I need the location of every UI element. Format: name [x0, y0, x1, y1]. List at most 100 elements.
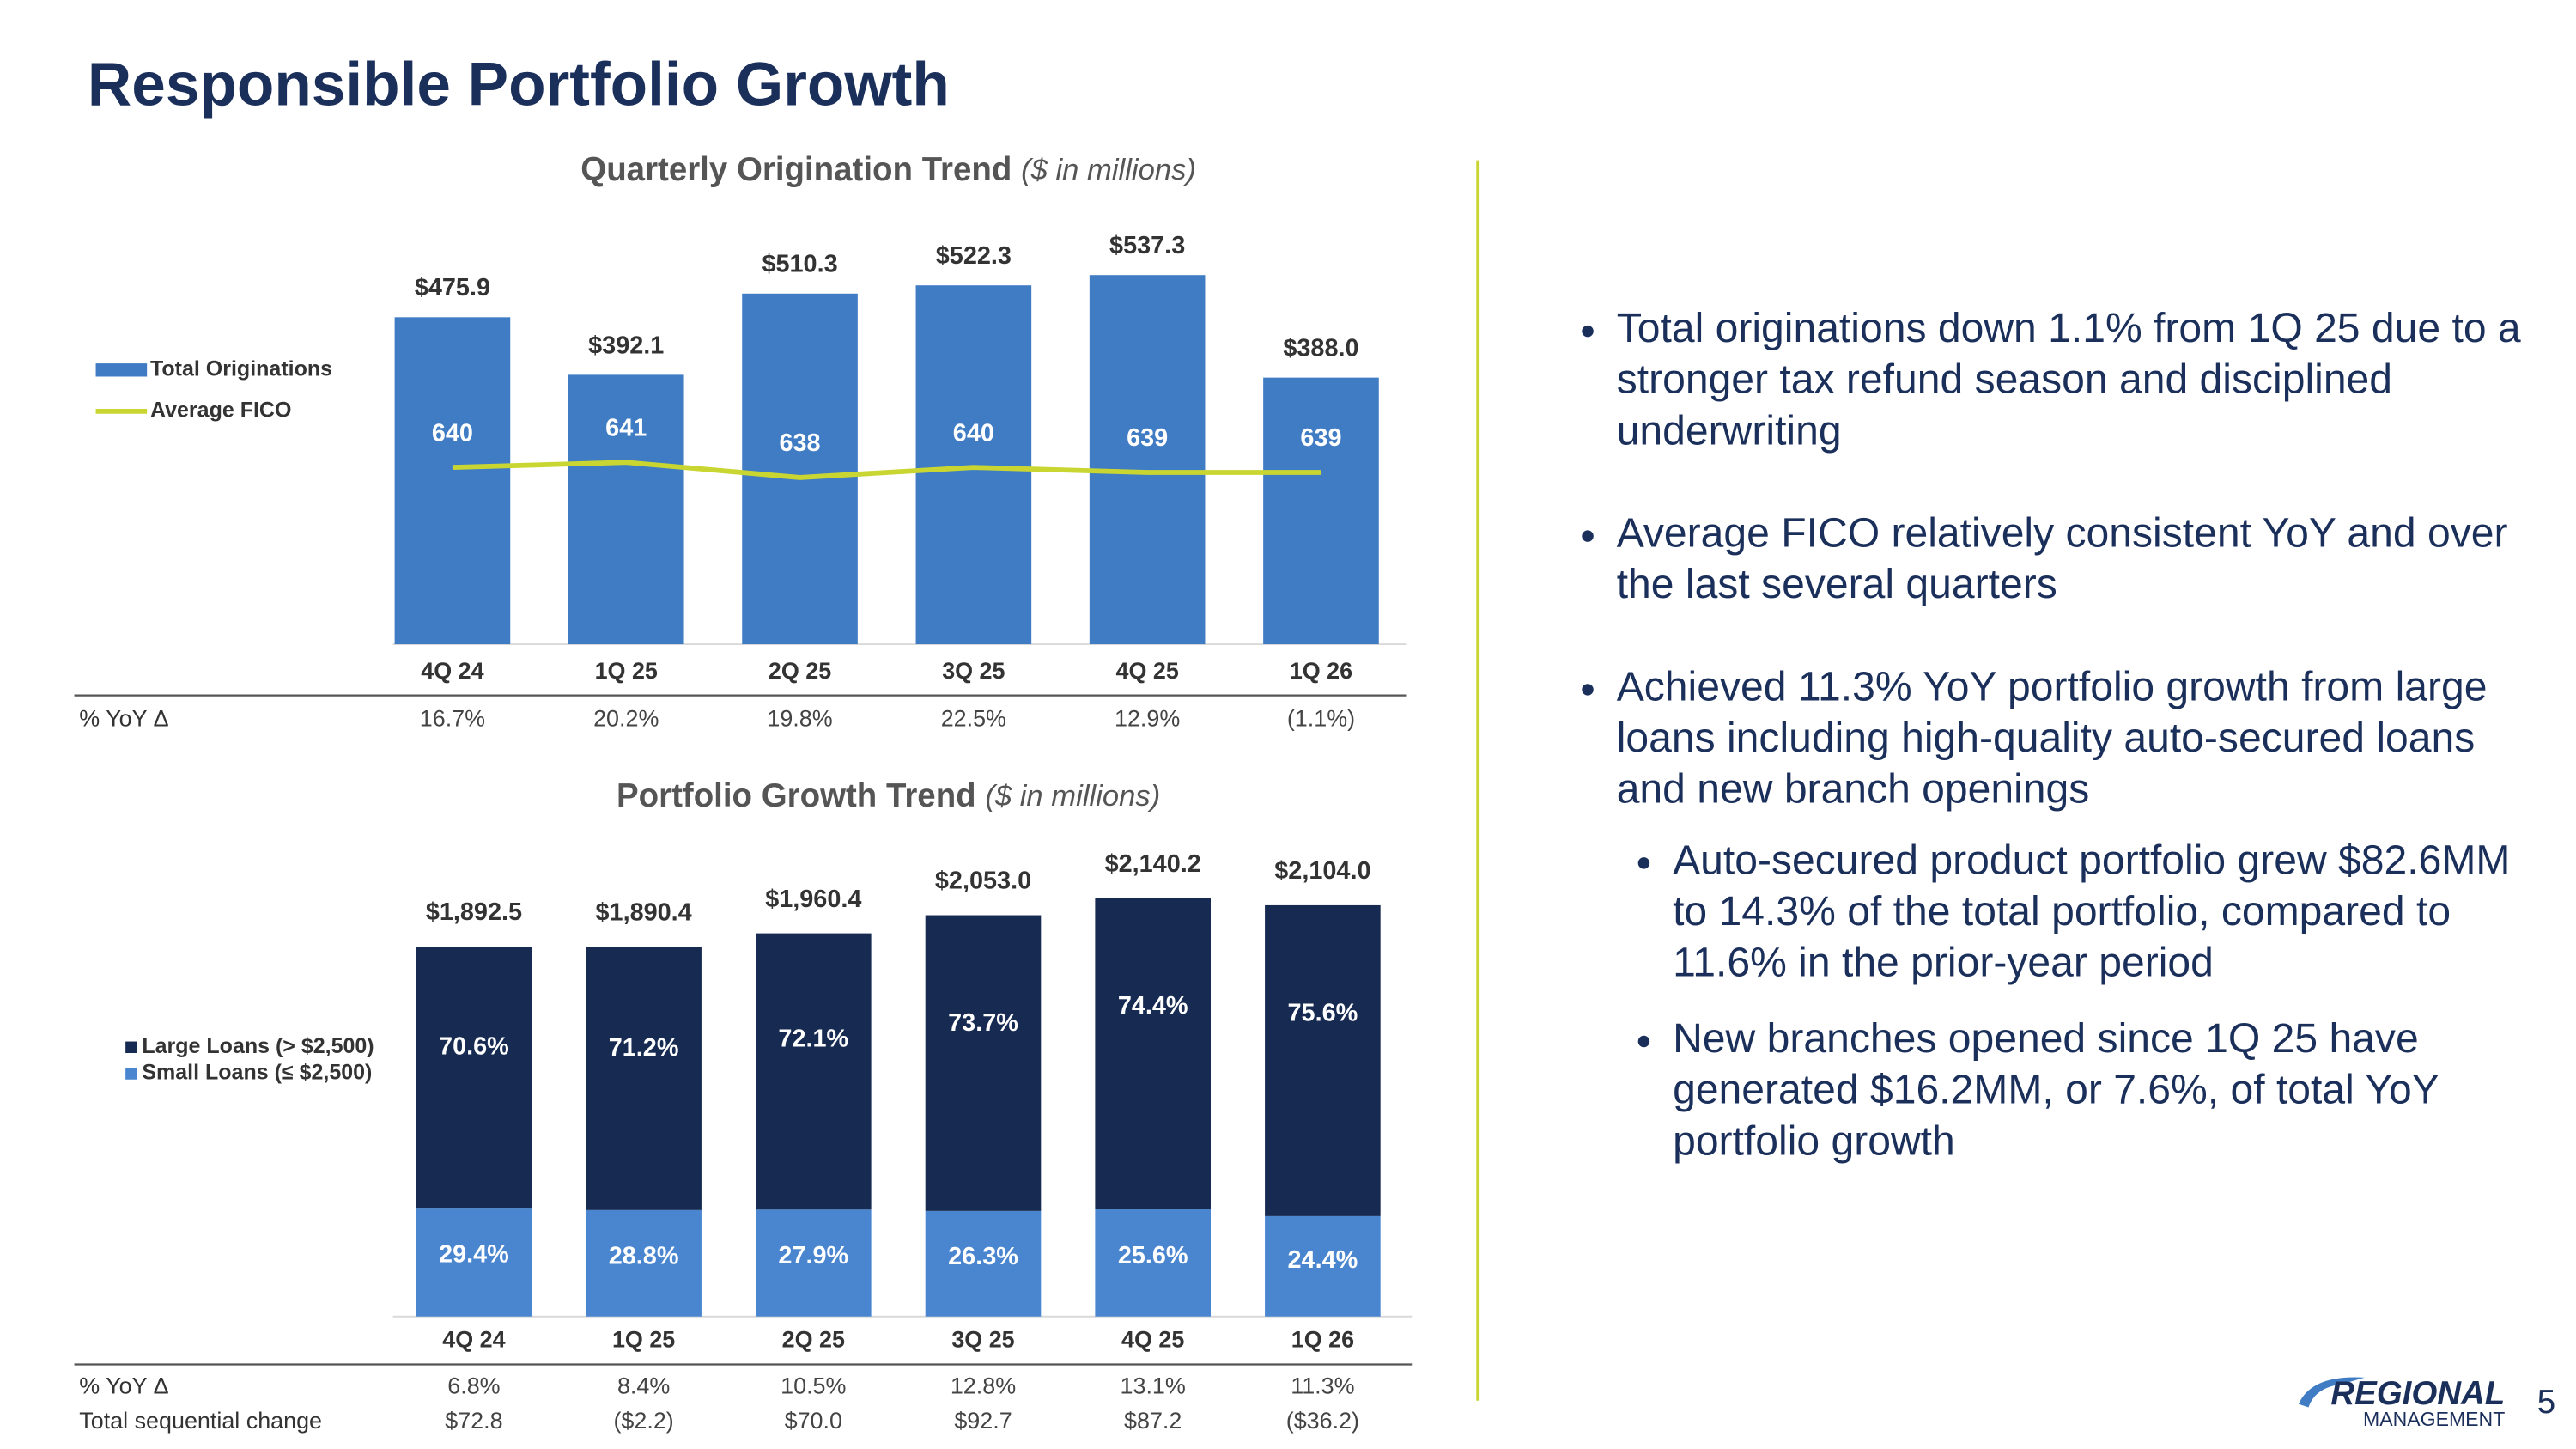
logo-line1: REGIONAL: [2330, 1375, 2505, 1412]
row-cell: 10.5%: [781, 1373, 846, 1399]
bar-segment: [586, 947, 702, 1210]
row-cell: ($2.2): [613, 1408, 673, 1434]
segment-label: 71.2%: [609, 1034, 679, 1062]
segment-label: 28.8%: [609, 1242, 679, 1269]
bullet-text: Achieved 11.3% YoY portfolio growth from…: [1616, 664, 2488, 813]
row-cell: 12.8%: [951, 1373, 1016, 1399]
legend-label: Total Originations: [150, 356, 332, 381]
bar-segment: [756, 1209, 872, 1317]
chart-subtitle: ($ in millions): [985, 780, 1160, 813]
bar-segment: [1265, 1215, 1381, 1317]
x-tick-label: 3Q 25: [942, 658, 1005, 684]
bar: [1089, 275, 1206, 645]
x-tick-label: 2Q 25: [782, 1327, 845, 1353]
segment-label: 75.6%: [1288, 999, 1358, 1026]
segment-label: 26.3%: [948, 1243, 1018, 1270]
chart-title-main: Quarterly Origination Trend: [580, 151, 1012, 188]
data-label: $388.0: [1283, 335, 1358, 362]
legend-swatch: [125, 1041, 137, 1053]
data-label: $537.3: [1109, 232, 1185, 259]
bar-segment: [1095, 1209, 1211, 1317]
row-cell: 12.9%: [1115, 706, 1180, 732]
sub-bullet: Auto-secured product portfolio grew $82.…: [1673, 836, 2531, 989]
legend-label: Large Loans (> $2,500): [142, 1034, 374, 1058]
bar-segment: [586, 1209, 702, 1317]
row-cell: $70.0: [785, 1408, 842, 1434]
legend-swatch: [95, 363, 148, 377]
chart-subtitle: ($ in millions): [1021, 154, 1196, 186]
slide-title: Responsible Portfolio Growth: [88, 52, 950, 119]
total-label: $2,140.2: [1105, 850, 1201, 878]
logo-line2: MANAGEMENT: [2363, 1408, 2505, 1430]
sub-bullet: New branches opened since 1Q 25 have gen…: [1673, 1014, 2531, 1168]
row-cell: $87.2: [1124, 1408, 1182, 1434]
x-tick-label: 1Q 26: [1290, 658, 1352, 684]
row-cell: 6.8%: [447, 1373, 500, 1399]
row-cell: ($36.2): [1286, 1408, 1359, 1434]
x-tick-label: 4Q 25: [1121, 1327, 1184, 1353]
chart-title: Portfolio Growth Trend ($ in millions): [617, 777, 1160, 814]
row-cell: 19.8%: [767, 706, 832, 732]
segment-label: 74.4%: [1118, 992, 1188, 1020]
sub-bullet-text: New branches opened since 1Q 25 have gen…: [1673, 1015, 2439, 1165]
sub-bullet-list: Auto-secured product portfolio grew $82.…: [1617, 836, 2531, 1168]
total-label: $2,053.0: [935, 868, 1031, 895]
segment-label: 72.1%: [778, 1025, 848, 1052]
bar-segment: [925, 1210, 1042, 1317]
segment-label: 27.9%: [778, 1242, 848, 1269]
logo-swoosh: [2298, 1377, 2365, 1408]
bar: [568, 374, 684, 645]
row-label: % YoY Δ: [79, 1373, 168, 1399]
bar-segment: [416, 947, 532, 1209]
total-label: $1,960.4: [765, 886, 861, 913]
data-label: 638: [779, 429, 820, 457]
bar: [1263, 377, 1379, 645]
segment-label: 24.4%: [1288, 1246, 1358, 1274]
chart-title-main: Portfolio Growth Trend: [617, 777, 976, 814]
row-cell: 16.7%: [420, 706, 485, 732]
total-label: $2,104.0: [1274, 857, 1370, 885]
row-label: Total sequential change: [79, 1408, 322, 1434]
bullet-text: Total originations down 1.1% from 1Q 25 …: [1616, 305, 2521, 454]
bullet: Achieved 11.3% YoY portfolio growth from…: [1617, 662, 2531, 1167]
bar-segment: [925, 915, 1042, 1211]
bar: [742, 293, 858, 645]
segment-label: 29.4%: [439, 1241, 509, 1269]
data-label: 640: [953, 419, 994, 447]
data-label: 641: [605, 414, 647, 441]
bullet: Total originations down 1.1% from 1Q 25 …: [1617, 304, 2531, 458]
segment-label: 25.6%: [1118, 1242, 1188, 1269]
row-cell: $72.8: [445, 1408, 502, 1434]
data-label: $475.9: [415, 274, 490, 301]
row-cell: 11.3%: [1291, 1373, 1354, 1399]
bar-segment: [416, 1208, 532, 1317]
data-label: 639: [1300, 424, 1341, 452]
x-tick-label: 1Q 26: [1291, 1327, 1354, 1353]
row-cell: 22.5%: [941, 706, 1006, 732]
row-cell: 13.1%: [1121, 1373, 1186, 1399]
bar-segment: [1265, 904, 1381, 1216]
row-label: % YoY Δ: [79, 706, 168, 732]
page-number: 5: [2537, 1384, 2555, 1421]
row-cell: 20.2%: [593, 706, 659, 732]
legend-label: Small Loans (≤ $2,500): [142, 1061, 372, 1085]
data-label: $522.3: [936, 242, 1012, 270]
sub-bullet-text: Auto-secured product portfolio grew $82.…: [1673, 837, 2511, 987]
bullet-area: Total originations down 1.1% from 1Q 25 …: [1565, 304, 2531, 1295]
row-cell: 8.4%: [617, 1373, 670, 1399]
data-label: 640: [432, 419, 473, 447]
bullet-text: Average FICO relatively consistent YoY a…: [1616, 510, 2508, 608]
chart-title: Quarterly Origination Trend ($ in millio…: [580, 151, 1196, 188]
x-tick-label: 4Q 24: [442, 1327, 505, 1353]
x-tick-label: 1Q 25: [595, 658, 658, 684]
bar-segment: [1095, 898, 1211, 1210]
total-label: $1,890.4: [596, 899, 692, 927]
bar: [394, 317, 511, 645]
segment-label: 73.7%: [948, 1009, 1018, 1037]
legend-label: Average FICO: [150, 398, 291, 422]
x-tick-label: 1Q 25: [612, 1327, 675, 1353]
bullet: Average FICO relatively consistent YoY a…: [1617, 508, 2531, 611]
x-tick-label: 2Q 25: [769, 658, 831, 684]
row-cell: $92.7: [954, 1408, 1012, 1434]
